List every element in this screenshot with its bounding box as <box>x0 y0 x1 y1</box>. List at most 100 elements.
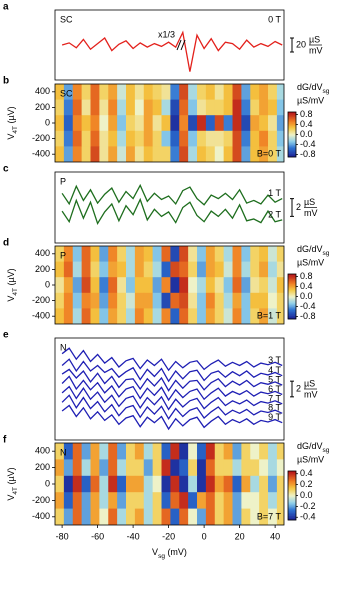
heat-cell <box>170 99 180 116</box>
heat-cell <box>197 459 207 477</box>
colorbar-label-part: sg <box>323 250 330 257</box>
heat-cell <box>170 459 180 477</box>
colorbar-label-part: dG/dV <box>297 82 323 92</box>
heat-cell <box>55 492 65 509</box>
x-tick-label: -20 <box>162 531 175 541</box>
colorbar-step <box>288 294 296 296</box>
heat-cell <box>108 308 118 324</box>
heat-cell <box>179 308 189 324</box>
colorbar-step <box>288 145 296 148</box>
heat-cell <box>205 99 216 116</box>
y-axis-label-part: (µV) <box>6 106 16 126</box>
inset-label: N <box>60 342 67 352</box>
heat-cell <box>117 261 127 278</box>
series-label: 6 T <box>268 384 281 394</box>
trace <box>61 394 283 421</box>
colorbar-step <box>288 515 296 517</box>
colorbar-step <box>288 297 296 300</box>
heat-cell <box>241 308 251 324</box>
inset-label: SC <box>60 14 73 24</box>
heat-cell <box>63 443 74 460</box>
heat-cell <box>179 261 189 278</box>
heat-cell <box>170 277 180 294</box>
heat-cell <box>81 459 91 477</box>
heat-cell <box>134 261 145 278</box>
heat-cell <box>117 84 127 100</box>
colorbar-step <box>288 133 296 135</box>
colorbar-step <box>288 281 296 284</box>
heat-cell <box>90 459 100 477</box>
heat-cell <box>161 261 171 278</box>
heat-cell <box>126 292 136 309</box>
x-axis-label-part: V <box>152 547 158 557</box>
x-tick-label: -40 <box>127 531 140 541</box>
heat-cell <box>197 508 207 525</box>
heat-cell <box>241 84 251 100</box>
heat-cell <box>250 246 260 262</box>
heat-cell <box>90 99 100 116</box>
colorbar-step <box>288 124 296 126</box>
heat-cell <box>205 459 216 477</box>
colorbar-step <box>288 113 296 115</box>
y-axis-label: V4T (µV) <box>6 467 18 500</box>
heat-cell <box>81 308 91 324</box>
y-tick-label: -200 <box>32 495 50 505</box>
heat-cell <box>99 99 109 116</box>
heat-cell <box>232 115 242 132</box>
colorbar-step <box>288 512 296 515</box>
heat-cell <box>126 277 136 294</box>
heat-cell <box>205 492 216 509</box>
heat-cell <box>205 475 216 493</box>
heat-cell <box>268 308 278 324</box>
heat-cell <box>179 84 189 100</box>
heat-cell <box>81 277 91 294</box>
trace <box>61 404 283 431</box>
heat-cell <box>63 115 74 132</box>
heat-cell <box>197 292 207 309</box>
heat-cell <box>232 475 242 493</box>
heat-cell <box>126 508 136 525</box>
heat-cell <box>250 84 260 100</box>
colorbar-step <box>288 293 296 295</box>
heat-cell <box>241 475 251 493</box>
heat-cell <box>223 292 233 309</box>
heat-cell <box>170 443 180 460</box>
heat-cell <box>55 508 65 525</box>
heat-cell <box>90 130 100 147</box>
heat-cell <box>108 508 118 525</box>
heat-cell <box>179 277 189 294</box>
heat-cell <box>268 246 278 262</box>
heat-cell <box>188 84 198 100</box>
heat-cell <box>250 146 260 162</box>
heat-cell <box>188 292 198 309</box>
heat-cell <box>188 146 198 162</box>
heat-cell <box>259 308 269 324</box>
heat-cell <box>108 443 118 460</box>
colorbar-step <box>288 140 296 142</box>
heat-cell <box>55 459 65 477</box>
heat-cell <box>126 246 136 262</box>
colorbar-step <box>288 505 296 507</box>
axis-break <box>180 39 186 51</box>
heat-cell <box>179 508 189 525</box>
heat-cell <box>250 292 260 309</box>
scale-unit: mV <box>309 45 323 55</box>
heat-cell <box>259 443 269 460</box>
y-axis-label-part: 4T <box>12 126 19 134</box>
heat-cell <box>223 261 233 278</box>
heat-cell <box>268 146 278 162</box>
inset-label: P <box>60 176 66 186</box>
heatmap <box>55 246 284 324</box>
colorbar-label-part: sg <box>323 88 330 95</box>
scale-unit: µS <box>304 378 315 388</box>
colorbar-step <box>288 518 296 521</box>
colorbar-step <box>288 125 296 127</box>
heat-cell <box>250 492 260 509</box>
heat-cell <box>161 84 171 100</box>
colorbar-step <box>288 131 296 133</box>
colorbar-step <box>288 312 296 314</box>
colorbar-step <box>288 136 296 139</box>
heat-cell <box>143 292 154 309</box>
heat-cell <box>126 308 136 324</box>
